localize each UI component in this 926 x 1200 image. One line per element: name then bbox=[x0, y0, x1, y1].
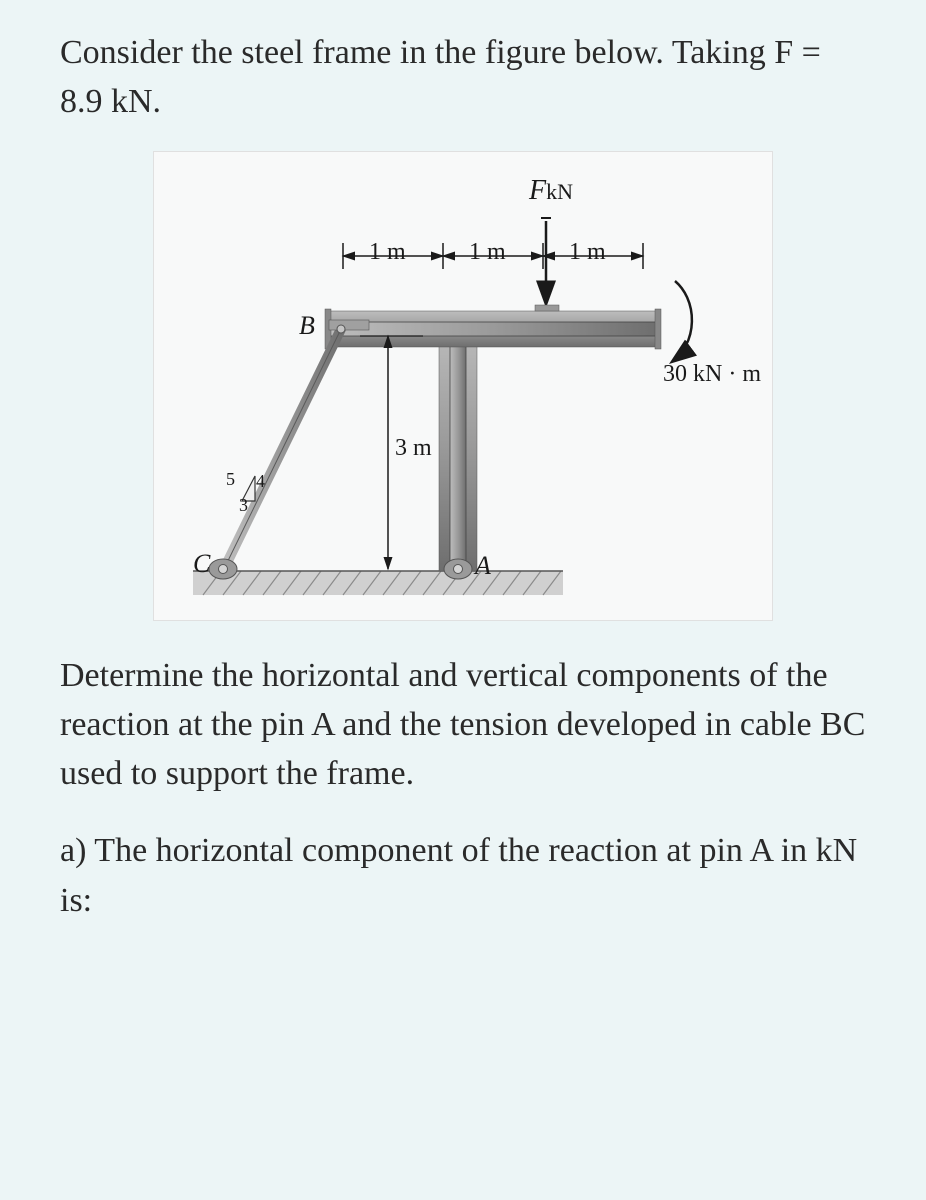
slope-5: 5 bbox=[226, 469, 235, 490]
problem-intro: Consider the steel frame in the figure b… bbox=[60, 28, 866, 127]
point-C-label: C bbox=[193, 549, 210, 579]
steel-frame-figure: FkN 1 m 1 m 1 m B 30 kN · m 3 m 5 4 3 C … bbox=[153, 151, 773, 621]
dim-1m-a: 1 m bbox=[369, 239, 406, 266]
force-label: FkN bbox=[529, 175, 573, 207]
dim-1m-c: 1 m bbox=[569, 239, 606, 266]
figure-container: FkN 1 m 1 m 1 m B 30 kN · m 3 m 5 4 3 C … bbox=[60, 151, 866, 621]
problem-question: Determine the horizontal and vertical co… bbox=[60, 651, 866, 799]
dim-3m: 3 m bbox=[395, 435, 432, 462]
slope-3: 3 bbox=[239, 495, 248, 516]
dim-1m-b: 1 m bbox=[469, 239, 506, 266]
slope-4: 4 bbox=[256, 471, 265, 492]
point-A-label: A bbox=[475, 551, 491, 581]
moment-label: 30 kN · m bbox=[663, 361, 761, 388]
point-B-label: B bbox=[299, 311, 315, 341]
part-a: a) The horizontal component of the react… bbox=[60, 826, 866, 925]
